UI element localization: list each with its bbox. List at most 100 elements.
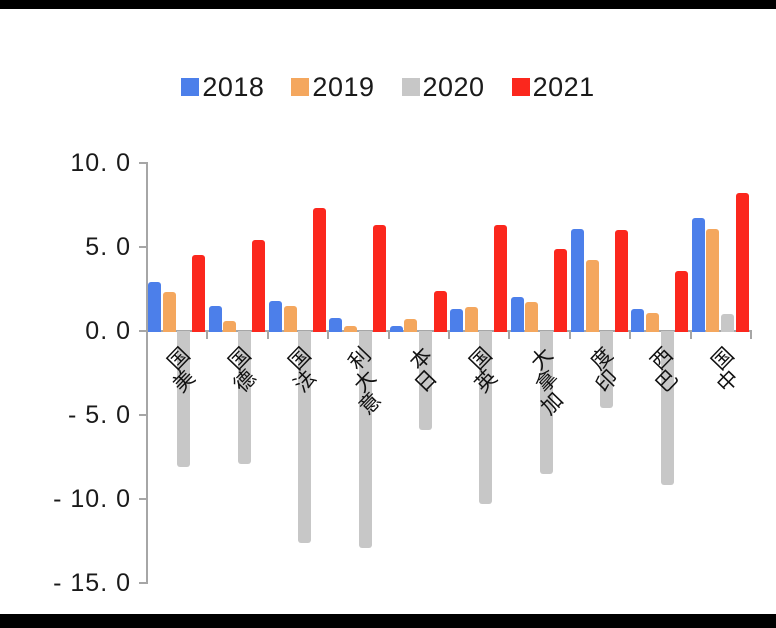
- bar-2018-美国: [148, 282, 162, 333]
- x-axis-tick: [750, 332, 752, 339]
- y-axis-tick-label: 5. 0: [85, 233, 131, 261]
- bar-2021-意大利: [373, 225, 387, 333]
- y-axis-tick: [139, 330, 146, 332]
- bar-2018-日本: [389, 325, 403, 333]
- legend-entry-2019: 2019: [291, 72, 374, 102]
- bar-2020-中国: [721, 314, 734, 333]
- x-axis-tick: [568, 332, 571, 339]
- x-axis-label-法国: 国法: [284, 344, 321, 398]
- bar-2020-巴西: [660, 331, 674, 486]
- x-axis-label-char: 意: [354, 388, 386, 420]
- bar-2018-法国: [269, 300, 282, 333]
- legend-entry-2018: 2018: [181, 72, 264, 102]
- x-axis-label-char: 英: [470, 366, 502, 398]
- y-axis-tick-label: - 10. 0: [53, 485, 131, 513]
- bar-2019-意大利: [344, 325, 357, 333]
- bar-2021-加拿大: [554, 248, 568, 333]
- x-axis-label-中国: 国中: [707, 344, 744, 398]
- x-axis-tick: [387, 332, 390, 339]
- x-axis-label-日本: 本日: [405, 344, 442, 398]
- x-axis-label-char: 美: [168, 366, 200, 398]
- bar-2020-德国: [237, 331, 251, 464]
- y-axis-tick: [139, 498, 146, 500]
- bar-2018-中国: [691, 218, 705, 333]
- bar-2021-印度: [614, 230, 628, 333]
- y-axis-tick: [139, 246, 146, 248]
- y-axis-tick: [139, 162, 146, 164]
- bar-2019-英国: [464, 307, 478, 333]
- x-axis-label-巴西: 西巴: [646, 344, 683, 398]
- legend-swatch-2020: [401, 78, 420, 96]
- y-axis-tick: [139, 414, 146, 416]
- x-axis-tick: [629, 332, 632, 339]
- bar-2018-加拿大: [510, 297, 524, 333]
- bar-2019-日本: [404, 319, 418, 333]
- bar-2019-巴西: [646, 312, 659, 333]
- legend-label-2021: 2021: [532, 72, 595, 102]
- legend-entry-2020: 2020: [401, 72, 485, 102]
- bar-2020-加拿大: [539, 331, 553, 474]
- x-axis-label-英国: 国英: [465, 344, 502, 398]
- x-axis-tick: [266, 332, 269, 339]
- legend-label-2018: 2018: [202, 72, 265, 102]
- legend-entry-2021: 2021: [511, 72, 595, 102]
- bar-2018-英国: [450, 309, 464, 333]
- y-axis-tick-label: - 15. 0: [53, 569, 131, 597]
- x-axis-tick: [146, 332, 148, 339]
- bar-2021-法国: [312, 208, 326, 333]
- bar-2018-巴西: [631, 309, 645, 333]
- bar-2020-意大利: [358, 331, 372, 548]
- x-axis-label-char: 日: [409, 366, 442, 398]
- chart-legend: 2018 2019 2020 2021: [0, 72, 776, 102]
- x-axis-label-意大利: 利大意: [344, 344, 386, 420]
- bottom-border-bar: [0, 614, 776, 628]
- legend-swatch-2019: [291, 78, 310, 96]
- bar-2021-美国: [192, 255, 205, 333]
- x-axis-tick: [448, 332, 450, 339]
- x-axis-label-加拿大: 大拿加: [526, 344, 567, 420]
- bar-2021-中国: [735, 193, 749, 333]
- x-axis-label-char: 巴: [651, 366, 683, 398]
- bar-2018-印度: [571, 228, 584, 333]
- x-axis-label-char: 德: [228, 366, 260, 398]
- bar-2019-德国: [223, 320, 237, 333]
- y-axis-tick-label: 0. 0: [85, 317, 131, 345]
- bar-2021-巴西: [675, 270, 689, 333]
- x-axis-label-印度: 度印: [586, 344, 623, 398]
- y-axis-tick: [139, 582, 146, 584]
- x-axis-label-char: 中: [711, 366, 744, 398]
- bar-2019-印度: [585, 260, 599, 333]
- y-axis-tick-label: 10. 0: [70, 149, 131, 177]
- bar-2020-日本: [419, 331, 432, 430]
- bar-2021-德国: [252, 240, 266, 333]
- bar-2020-法国: [298, 331, 312, 543]
- bar-2021-英国: [494, 225, 507, 333]
- top-border-bar: [0, 0, 776, 9]
- x-axis-tick: [206, 332, 209, 339]
- x-axis-label-美国: 国美: [163, 344, 200, 398]
- x-axis-label-德国: 国德: [224, 344, 260, 398]
- x-axis-tick: [327, 332, 330, 339]
- x-axis-line: [146, 330, 752, 333]
- bar-2020-印度: [600, 331, 614, 409]
- y-axis-tick-label: - 5. 0: [68, 401, 131, 429]
- bar-2018-德国: [208, 305, 222, 333]
- bar-2020-美国: [177, 331, 191, 467]
- bar-2020-英国: [479, 331, 493, 504]
- x-axis-tick: [689, 332, 692, 339]
- x-axis-tick: [508, 332, 511, 339]
- legend-swatch-2021: [511, 78, 530, 96]
- bar-2019-美国: [162, 292, 176, 333]
- bar-2019-中国: [706, 228, 720, 333]
- legend-label-2020: 2020: [422, 72, 485, 102]
- bar-2018-意大利: [329, 317, 343, 333]
- x-axis-label-char: 法: [289, 366, 321, 398]
- legend-swatch-2018: [181, 78, 200, 96]
- y-axis-line: [146, 162, 148, 584]
- legend-label-2019: 2019: [312, 72, 375, 102]
- x-axis-label-char: 印: [591, 366, 623, 398]
- bar-2021-日本: [433, 290, 447, 333]
- bar-2019-加拿大: [525, 302, 539, 333]
- bar-2019-法国: [283, 305, 297, 333]
